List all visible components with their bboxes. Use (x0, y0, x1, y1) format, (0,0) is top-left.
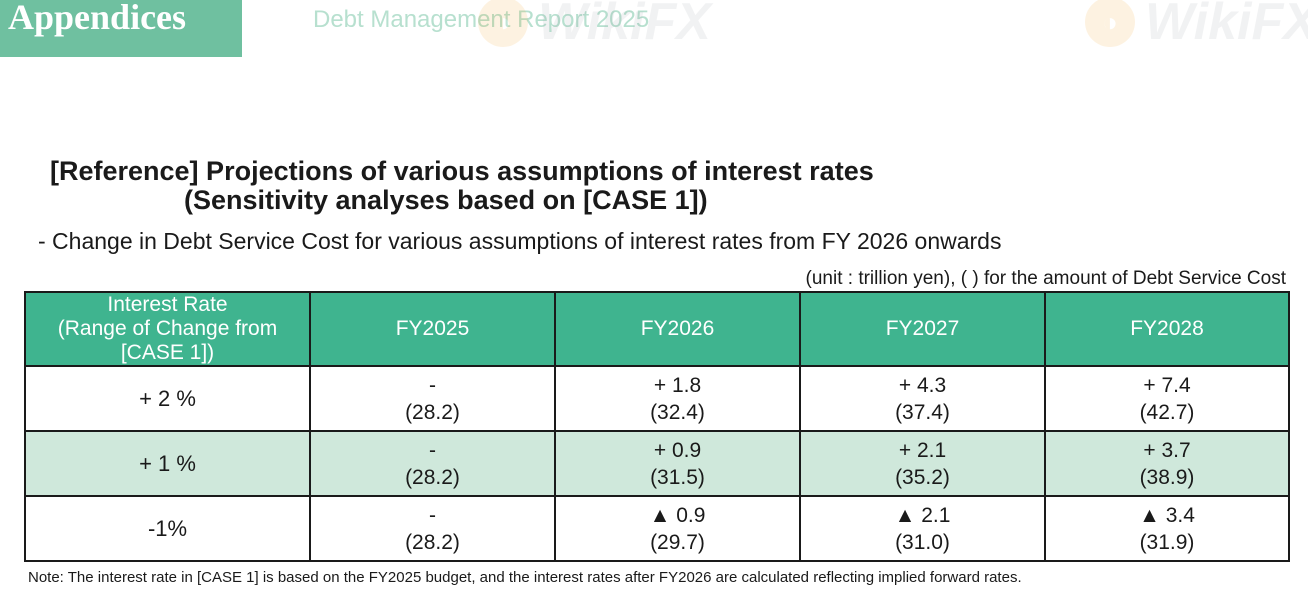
change-value: ▲ 2.1 (894, 503, 951, 527)
header-fy2028: FY2028 (1044, 291, 1290, 367)
value-cell: - (28.2) (309, 495, 556, 562)
header-fy2026: FY2026 (554, 291, 801, 367)
value-cell: + 1.8 (32.4) (554, 365, 801, 432)
change-value: ▲ 3.4 (1139, 503, 1195, 527)
table-row: + 2 % - (28.2) + 1.8 (32.4) + 4.3 (37.4) + … (24, 365, 1290, 432)
change-value: - (429, 438, 436, 462)
rate-cell: + 2 % (24, 365, 311, 432)
table-header-row: Interest Rate (Range of Change from [CAS… (24, 291, 1290, 367)
header-interest-rate-line2: (Range of Change from [CASE 1]) (57, 317, 278, 364)
cost-value: (28.2) (405, 530, 460, 554)
value-cell: - (28.2) (309, 365, 556, 432)
cost-value: (29.7) (650, 530, 705, 554)
value-cell: + 0.9 (31.5) (554, 430, 801, 497)
cost-value: (32.4) (650, 400, 705, 424)
cost-value: (37.4) (895, 400, 950, 424)
cost-value: (35.2) (895, 465, 950, 489)
unit-note: (unit : trillion yen), ( ) for the amoun… (805, 268, 1286, 289)
change-value: + 7.4 (1143, 373, 1191, 397)
change-value: - (429, 503, 436, 527)
rate-cell: + 1 % (24, 430, 311, 497)
value-cell: + 7.4 (42.7) (1044, 365, 1290, 432)
watermark: ◑ WikiFX (1085, 0, 1308, 52)
rate-cell: -1% (24, 495, 311, 562)
table-row: -1% - (28.2) ▲ 0.9 (29.7) ▲ 2.1 (31.0) ▲ 3.… (24, 495, 1290, 562)
report-title: Debt Management Report 2025 (313, 6, 650, 33)
value-cell: + 3.7 (38.9) (1044, 430, 1290, 497)
header-fy2025: FY2025 (309, 291, 556, 367)
watermark-text: WikiFX (1145, 0, 1308, 51)
change-value: ▲ 0.9 (649, 503, 706, 527)
page-title: [Reference] Projections of various assum… (50, 156, 874, 186)
cost-value: (28.2) (405, 400, 460, 424)
cost-value: (28.2) (405, 465, 460, 489)
value-cell: + 2.1 (35.2) (799, 430, 1046, 497)
change-value: + 0.9 (653, 438, 702, 462)
section-tab: Appendices (0, 0, 242, 57)
table-row: + 1 % - (28.2) + 0.9 (31.5) + 2.1 (35.2) + … (24, 430, 1290, 497)
change-value: + 4.3 (898, 373, 947, 397)
cost-value: (42.7) (1139, 400, 1195, 424)
section-subtitle: - Change in Debt Service Cost for variou… (38, 228, 1002, 254)
cost-value: (31.0) (895, 530, 950, 554)
footnote: Note: The interest rate in [CASE 1] is b… (28, 569, 1022, 586)
value-cell: ▲ 0.9 (29.7) (554, 495, 801, 562)
value-cell: ▲ 3.4 (31.9) (1044, 495, 1290, 562)
page-subtitle-title: (Sensitivity analyses based on [CASE 1]) (184, 185, 708, 215)
change-value: + 2.1 (898, 438, 947, 462)
value-cell: - (28.2) (309, 430, 556, 497)
cost-value: (31.5) (650, 465, 705, 489)
sensitivity-table: Interest Rate (Range of Change from [CAS… (24, 291, 1290, 562)
cost-value: (38.9) (1139, 465, 1195, 489)
change-value: + 1.8 (653, 373, 702, 397)
header-interest-rate: Interest Rate (Range of Change from [CAS… (24, 291, 311, 367)
cost-value: (31.9) (1139, 530, 1195, 554)
wikifx-logo-icon: ◑ (1085, 0, 1135, 47)
value-cell: + 4.3 (37.4) (799, 365, 1046, 432)
header-fy2027: FY2027 (799, 291, 1046, 367)
change-value: - (429, 373, 436, 397)
value-cell: ▲ 2.1 (31.0) (799, 495, 1046, 562)
header-interest-rate-line1: Interest Rate (107, 293, 228, 316)
change-value: + 3.7 (1143, 438, 1191, 462)
